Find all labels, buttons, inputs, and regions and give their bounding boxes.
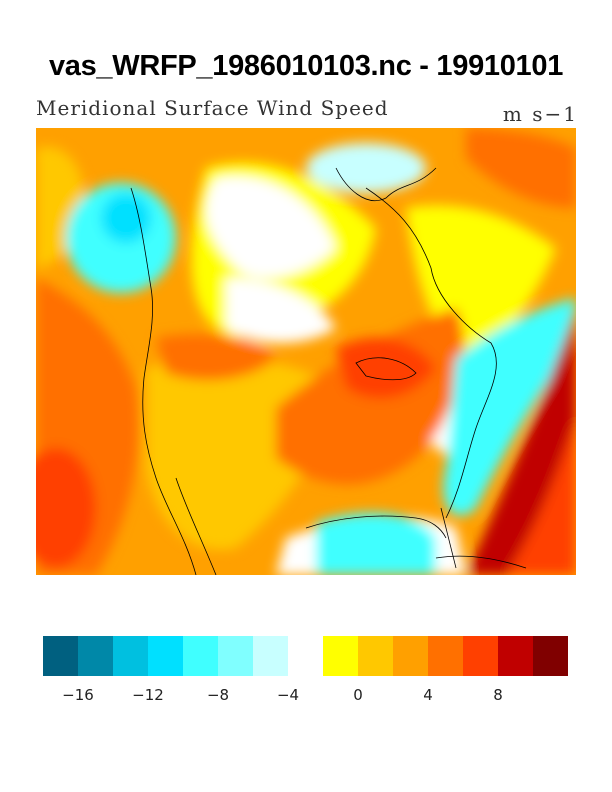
field-pacific-high — [36, 448, 96, 568]
colorbar-tick-label: −4 — [276, 686, 300, 704]
colorbar-box — [218, 636, 253, 676]
field-blue-gulf-alaska-core — [101, 193, 151, 243]
coastline-west — [130, 187, 197, 575]
colorbar-tick-label: 4 — [423, 686, 433, 704]
coastline-cuba — [435, 555, 527, 569]
colorbar-box — [43, 636, 78, 676]
colorbar-box — [113, 636, 148, 676]
colorbar-tick-label: −12 — [132, 686, 164, 704]
colorbar-box — [498, 636, 533, 676]
colorbar-box — [78, 636, 113, 676]
colorbar-box — [533, 636, 568, 676]
colorbar-tick-label: −16 — [62, 686, 94, 704]
colorbar — [43, 636, 568, 676]
coastline-east — [365, 187, 497, 519]
colorbar-box — [463, 636, 498, 676]
colorbar-tick-label: 0 — [353, 686, 363, 704]
plot-title: vas_WRFP_1986010103.nc - 19910101 — [48, 50, 564, 82]
colorbar-box — [183, 636, 218, 676]
colorbar-tick-label: −8 — [206, 686, 230, 704]
colorbar-box — [288, 636, 323, 676]
colorbar-box — [358, 636, 393, 676]
field-orange-midwest — [156, 334, 276, 381]
colorbar-box — [148, 636, 183, 676]
colorbar-box — [323, 636, 358, 676]
field-white-north — [205, 176, 336, 279]
colorbar-box — [428, 636, 463, 676]
colorbar-box — [393, 636, 428, 676]
great-lakes — [355, 357, 417, 381]
coastline-hudson — [335, 167, 437, 201]
units-label: m s−1 — [502, 102, 578, 126]
field-orange-atlantic-edge — [506, 418, 576, 575]
field-blue-hudson — [306, 143, 426, 193]
coastline-florida — [440, 507, 457, 569]
colorbar-tick-label: 8 — [493, 686, 503, 704]
field-blue-gulf-mexico — [316, 513, 436, 575]
colorbar-box — [253, 636, 288, 676]
variable-label: Meridional Surface Wind Speed — [36, 96, 389, 120]
field-blue-atlantic — [443, 298, 576, 516]
field-orange-lakes — [336, 337, 436, 399]
coastline-gulf — [305, 515, 447, 539]
wind-speed-map — [36, 128, 576, 575]
coastline-baja — [175, 477, 217, 575]
field-yellow-ne — [466, 128, 576, 208]
field-white-canada — [226, 278, 336, 343]
